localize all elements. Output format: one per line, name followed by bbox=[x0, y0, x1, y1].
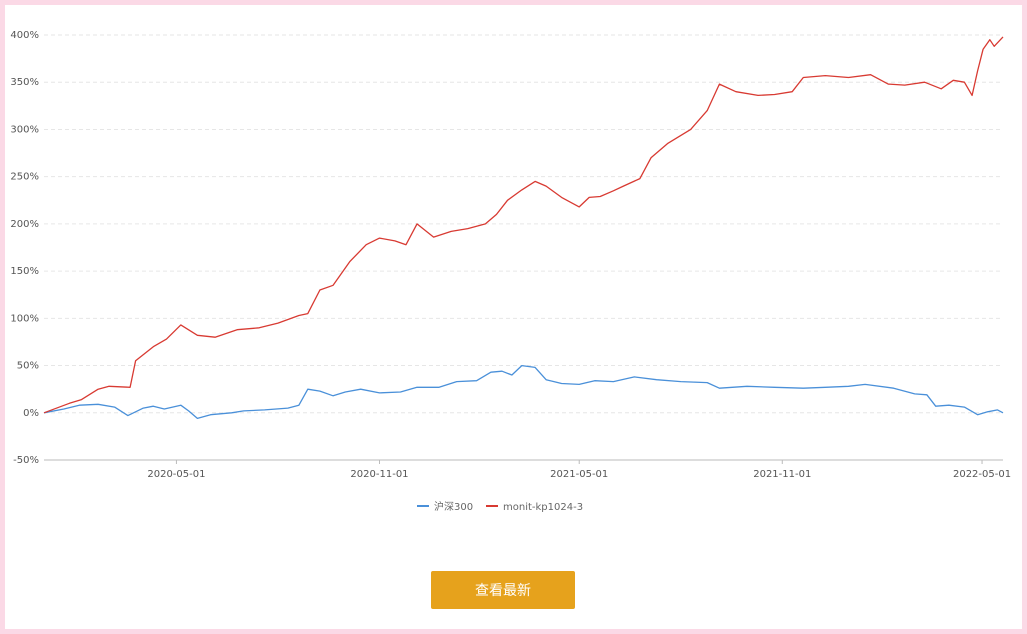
y-tick-label: 350% bbox=[10, 77, 39, 88]
x-tick-label: 2021-11-01 bbox=[753, 469, 811, 480]
legend-label: monit-kp1024-3 bbox=[503, 502, 583, 513]
view-latest-button[interactable]: 查看最新 bbox=[431, 571, 575, 609]
x-tick-label: 2021-05-01 bbox=[550, 469, 608, 480]
x-tick-label: 2022-05-01 bbox=[953, 469, 1011, 480]
y-tick-label: 100% bbox=[10, 313, 39, 324]
y-tick-label: 200% bbox=[10, 219, 39, 230]
y-tick-label: 0% bbox=[23, 408, 39, 419]
y-tick-label: 300% bbox=[10, 124, 39, 135]
legend-label: 沪深300 bbox=[434, 500, 473, 513]
x-tick-label: 2020-11-01 bbox=[350, 469, 408, 480]
y-tick-label: 50% bbox=[17, 361, 39, 372]
series-line-hs300 bbox=[43, 364, 1004, 420]
chart-panel: 400% 350% 300% 250% 200% 150% 100% 50% 0% -50% 202… bbox=[5, 5, 1022, 629]
performance-line-chart: 400% 350% 300% 250% 200% 150% 100% 50% 0% -50% 202… bbox=[10, 30, 1011, 513]
y-tick-label: 150% bbox=[10, 266, 39, 277]
y-tick-label: 400% bbox=[10, 30, 39, 41]
x-tick-label: 2020-05-01 bbox=[147, 469, 205, 480]
y-tick-label: 250% bbox=[10, 172, 39, 183]
y-tick-label: -50% bbox=[13, 455, 39, 466]
series-line-monit-kp1024-3 bbox=[43, 36, 1004, 414]
